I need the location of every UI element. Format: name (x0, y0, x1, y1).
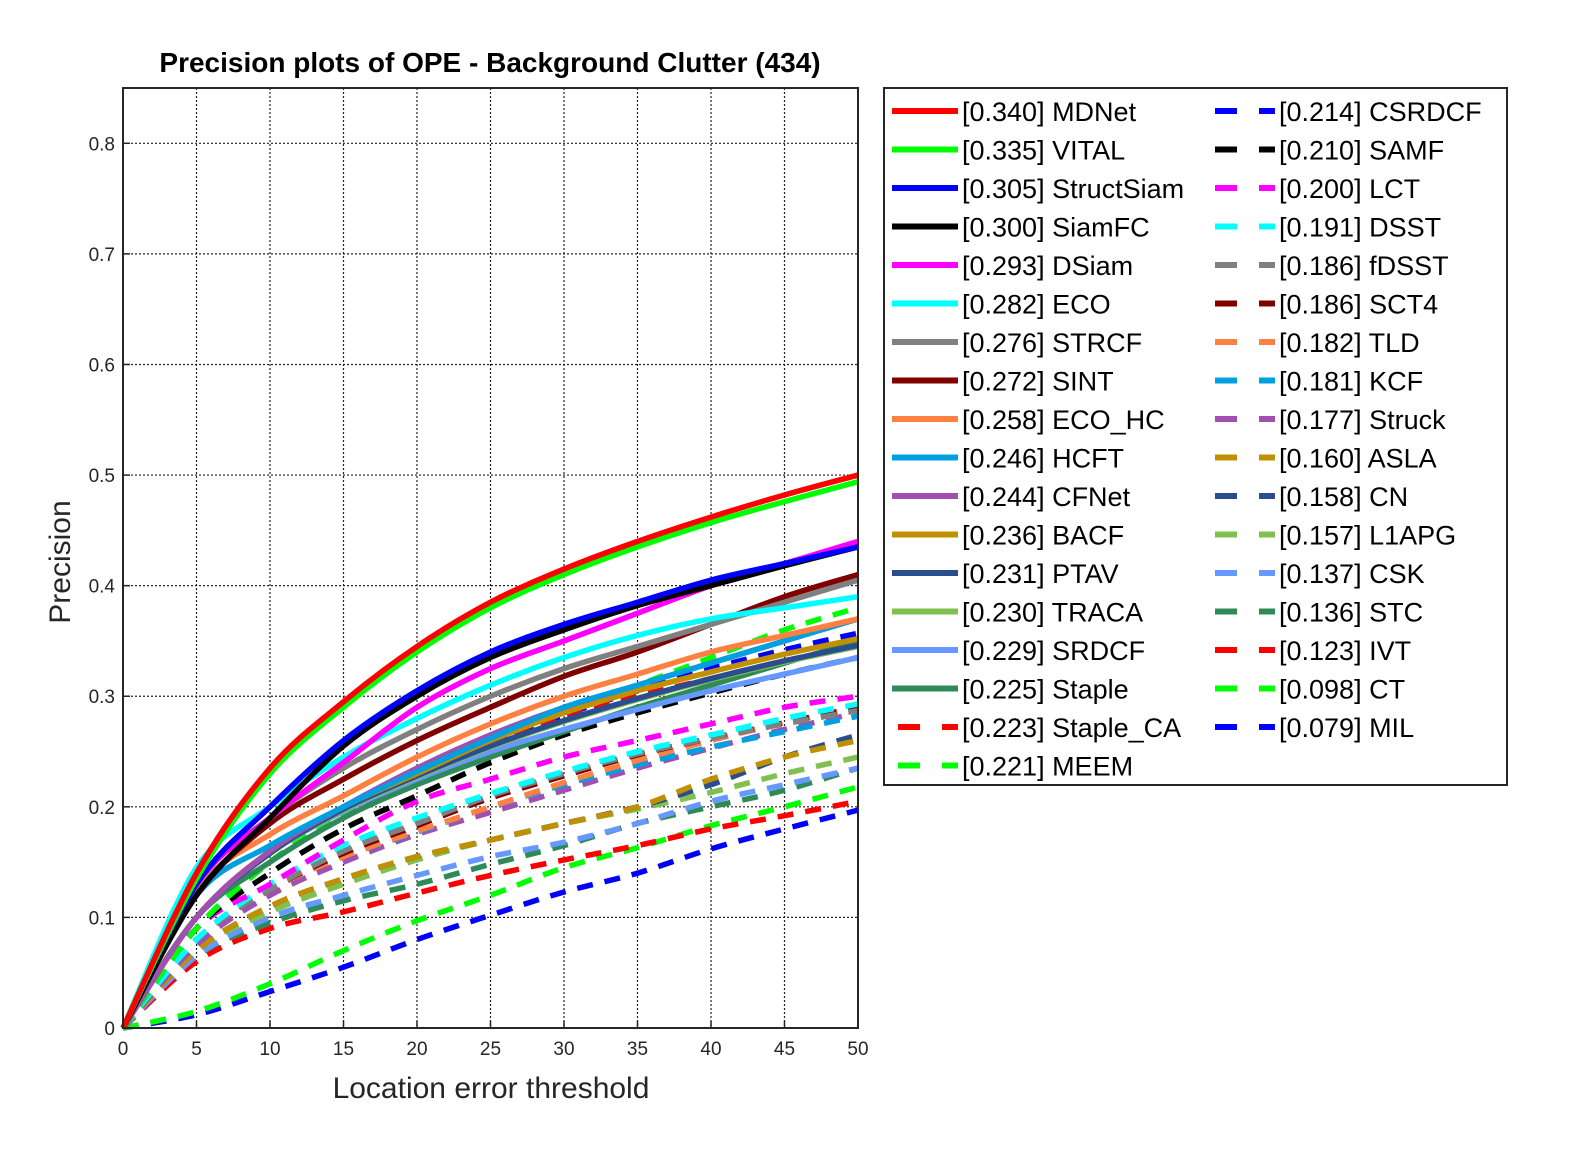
legend-label-0: [0.340] MDNet (962, 97, 1137, 127)
legend-label-13: [0.230] TRACA (962, 598, 1143, 628)
legend-label-1: [0.335] VITAL (962, 136, 1125, 166)
series-line-3 (120, 544, 859, 1030)
legend-label-24: [0.182] TLD (1279, 328, 1420, 358)
legend-label-18: [0.214] CSRDCF (1279, 97, 1482, 127)
legend-label-4: [0.293] DSiam (962, 251, 1133, 281)
legend-label-8: [0.258] ECO_HC (962, 405, 1165, 435)
y-tick-label: 0.1 (89, 908, 115, 929)
y-tick-label: 0 (104, 1019, 115, 1040)
legend-label-32: [0.123] IVT (1279, 636, 1411, 666)
y-tick-label: 0.5 (89, 466, 115, 487)
series-lines (120, 472, 859, 1031)
x-tick-label: 15 (333, 1039, 354, 1060)
x-tick-label: 0 (118, 1039, 129, 1060)
legend-label-14: [0.229] SRDCF (962, 636, 1145, 666)
legend-label-23: [0.186] SCT4 (1279, 290, 1438, 320)
legend-label-19: [0.210] SAMF (1279, 136, 1444, 166)
series-line-9 (120, 616, 859, 1030)
series-line-2 (120, 544, 859, 1030)
legend-label-26: [0.177] Struck (1279, 405, 1446, 435)
legend-label-2: [0.305] StructSiam (962, 174, 1184, 204)
legend-label-28: [0.158] CN (1279, 482, 1408, 512)
y-axis-label: Precision (44, 500, 77, 623)
legend-label-30: [0.137] CSK (1279, 559, 1425, 589)
y-tick-label: 0.3 (89, 687, 115, 708)
legend-label-6: [0.276] STRCF (962, 328, 1142, 358)
legend-box (883, 87, 1508, 786)
x-tick-label: 25 (480, 1039, 501, 1060)
legend-label-33: [0.098] CT (1279, 675, 1405, 705)
y-tick-label: 0.7 (89, 245, 115, 266)
series-line-27 (121, 737, 859, 1030)
legend-label-20: [0.200] LCT (1279, 174, 1420, 204)
legend-label-22: [0.186] fDSST (1279, 251, 1449, 281)
grid (123, 88, 858, 1028)
x-tick-label: 35 (627, 1039, 648, 1060)
legend-label-9: [0.246] HCFT (962, 444, 1124, 474)
x-tick-label: 50 (847, 1039, 868, 1060)
legend-label-5: [0.282] ECO (962, 290, 1111, 320)
legend-label-29: [0.157] L1APG (1279, 521, 1456, 551)
series-line-32 (121, 798, 859, 1031)
y-tick-label: 0.8 (89, 134, 115, 155)
legend-label-15: [0.225] Staple (962, 675, 1129, 705)
legend-label-7: [0.272] SINT (962, 367, 1114, 397)
legend-label-25: [0.181] KCF (1279, 367, 1423, 397)
legend: [0.340] MDNet [0.335] VITAL [0.305] Struct… (883, 87, 1508, 786)
series-line-33 (122, 784, 859, 1031)
plot-frame (122, 87, 859, 1029)
axes: 0 5 10 15 20 25 30 35 40 45 50 0 0.1 0.2 0.3 0.4 0.5 0.6 0… (89, 87, 869, 1060)
series-line-1 (120, 479, 859, 1030)
series-line-22 (120, 707, 859, 1030)
legend-label-17: [0.221] MEEM (962, 752, 1133, 782)
x-tick-label: 30 (553, 1039, 574, 1060)
y-tick-label: 0.2 (89, 798, 115, 819)
y-tick-label: 0.6 (89, 355, 115, 376)
legend-label-11: [0.236] BACF (962, 521, 1124, 551)
x-tick-label: 10 (259, 1039, 280, 1060)
x-tick-label: 20 (406, 1039, 427, 1060)
x-axis-label: Location error threshold (333, 1072, 650, 1105)
series-line-24 (120, 704, 859, 1030)
chart-title: Precision plots of OPE - Background Clut… (159, 47, 820, 78)
legend-label-16: [0.223] Staple_CA (962, 713, 1181, 743)
legend-label-34: [0.079] MIL (1279, 713, 1414, 743)
x-tick-label: 40 (700, 1039, 721, 1060)
legend-label-21: [0.191] DSST (1279, 213, 1441, 243)
legend-label-10: [0.244] CFNet (962, 482, 1131, 512)
y-tick-label: 0.4 (89, 577, 116, 598)
legend-label-31: [0.136] STC (1279, 598, 1423, 628)
series-line-0 (120, 472, 859, 1030)
series-line-30 (121, 765, 859, 1030)
x-tick-label: 45 (774, 1039, 795, 1060)
legend-label-27: [0.160] ASLA (1279, 444, 1437, 474)
legend-label-3: [0.300] SiamFC (962, 213, 1150, 243)
legend-label-12: [0.231] PTAV (962, 559, 1119, 589)
x-tick-label: 5 (191, 1039, 202, 1060)
